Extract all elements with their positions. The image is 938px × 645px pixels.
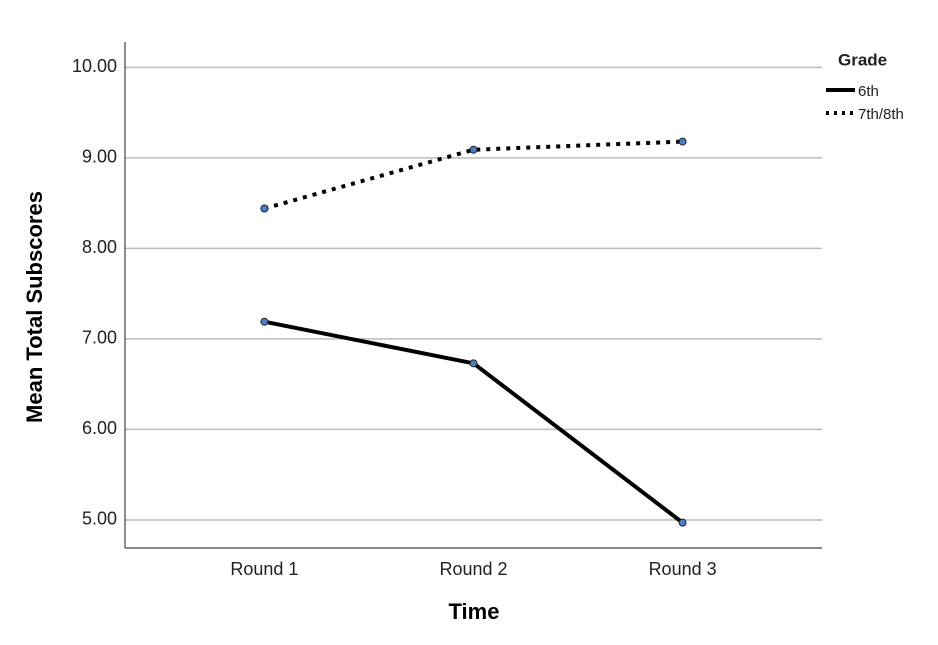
legend-label: 6th [858, 83, 879, 100]
y-tick-label: 9.00 [82, 147, 117, 167]
y-tick-label: 8.00 [82, 237, 117, 257]
x-tick-label: Round 3 [649, 559, 717, 579]
legend-title: Grade [838, 50, 887, 69]
point-marker [678, 137, 687, 146]
legend-label: 7th/8th [858, 106, 904, 123]
y-tick-label: 5.00 [82, 509, 117, 529]
x-axis-title: Time [449, 599, 500, 624]
y-tick-label: 6.00 [82, 418, 117, 438]
point-marker [260, 317, 269, 326]
series-line [264, 319, 684, 525]
point-marker [469, 359, 478, 368]
point-marker [678, 518, 687, 527]
x-tick-label: Round 2 [439, 559, 507, 579]
series-line [263, 139, 683, 211]
point-marker [469, 145, 478, 154]
y-axis-title: Mean Total Subscores [22, 191, 47, 423]
y-tick-label: 7.00 [82, 328, 117, 348]
x-tick-label: Round 1 [230, 559, 298, 579]
y-tick-label: 10.00 [72, 56, 117, 76]
point-marker [260, 204, 269, 213]
